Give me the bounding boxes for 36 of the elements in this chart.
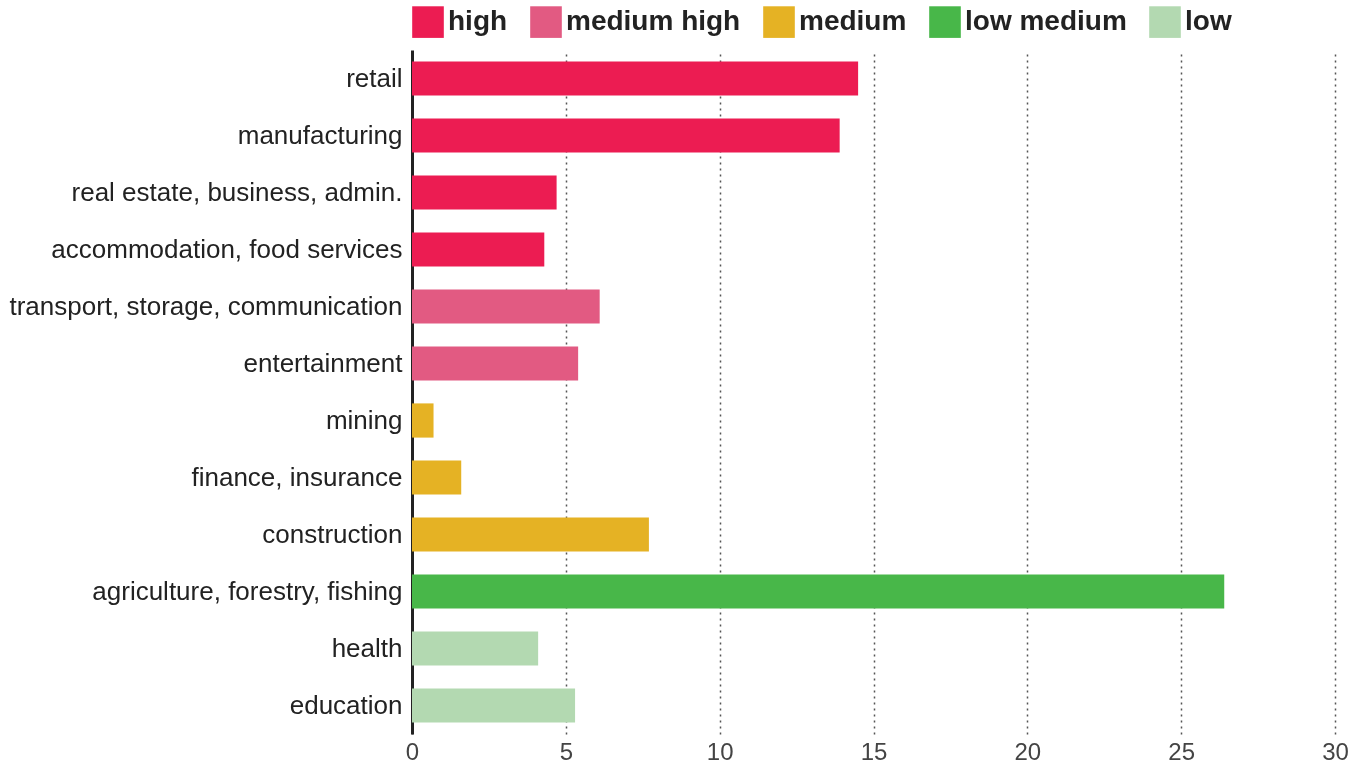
legend-label: high	[448, 5, 508, 37]
y-tick-label: manufacturing	[237, 119, 403, 150]
y-tick-label: finance, insurance	[191, 461, 403, 492]
y-tick-label: education	[289, 689, 403, 720]
y-tick-label: health	[331, 632, 403, 663]
legend-label: medium	[799, 5, 907, 37]
x-tick-label: 10	[706, 737, 734, 765]
bar	[412, 631, 539, 666]
bar	[412, 460, 462, 495]
bar	[412, 574, 1225, 609]
x-tick-label: 20	[1014, 737, 1042, 765]
bar	[412, 346, 579, 381]
x-tick-label: 5	[559, 737, 574, 765]
bar	[412, 118, 840, 153]
bar	[412, 175, 557, 210]
y-tick-label: real estate, business, admin.	[71, 176, 403, 207]
bar	[412, 517, 649, 552]
bar	[412, 289, 600, 324]
y-tick-label: accommodation, food services	[51, 233, 403, 264]
y-tick-label: transport, storage, communication	[9, 290, 403, 321]
bar	[412, 61, 859, 96]
bar	[412, 688, 576, 723]
x-tick-label: 0	[405, 737, 420, 765]
y-tick-label: agriculture, forestry, fishing	[92, 575, 403, 606]
y-tick-label: mining	[325, 404, 403, 435]
legend-label: low medium	[965, 5, 1127, 37]
x-tick-label: 30	[1322, 737, 1349, 765]
y-tick-label: construction	[262, 518, 403, 549]
bar	[412, 403, 434, 438]
x-tick-label: 15	[860, 737, 888, 765]
y-tick-label: retail	[346, 62, 403, 93]
bar	[412, 232, 545, 267]
x-tick-label: 25	[1168, 737, 1196, 765]
legend-label: medium high	[566, 5, 741, 37]
y-tick-label: entertainment	[243, 347, 404, 378]
legend-label: low	[1185, 5, 1232, 37]
